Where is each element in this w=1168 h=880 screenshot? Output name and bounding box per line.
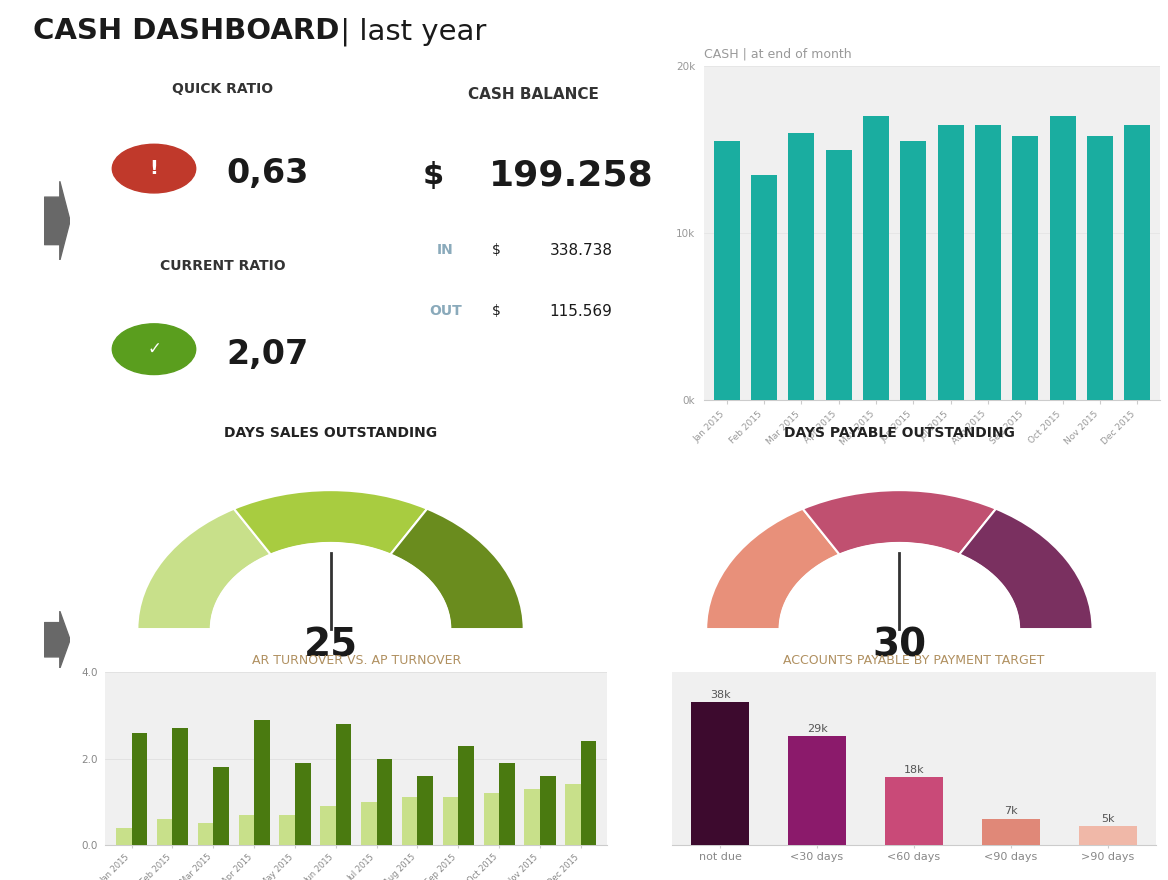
Text: !: ! [150,159,159,178]
Title: DAYS SALES OUTSTANDING: DAYS SALES OUTSTANDING [224,426,437,440]
Text: CURRENT RATIO: CURRENT RATIO [160,259,285,273]
Bar [524,788,540,845]
Text: 199.258: 199.258 [489,158,654,193]
Circle shape [112,144,196,193]
Text: W
O
R
K
I
N
G
 
C
A
P
I
T
A
L: W O R K I N G C A P I T A L [16,158,28,326]
Bar [116,827,132,845]
Text: $: $ [492,304,500,318]
Bar [296,763,311,845]
Text: 2,07: 2,07 [227,338,308,371]
Bar [691,702,749,845]
Bar [376,759,392,845]
Text: 7k: 7k [1004,806,1017,817]
Bar [214,767,229,845]
Wedge shape [390,509,523,629]
Bar [320,806,336,845]
Text: 18k: 18k [904,765,924,775]
Bar [751,174,777,400]
Bar [197,824,214,845]
Bar [1013,136,1038,400]
Text: 30: 30 [872,627,926,664]
Bar [1087,136,1113,400]
Wedge shape [707,509,840,629]
Bar [1079,826,1136,845]
Bar [255,720,270,845]
Polygon shape [44,181,70,260]
Bar [132,733,147,845]
Bar [975,124,1001,400]
Text: 5k: 5k [1101,814,1114,824]
Bar [458,745,474,845]
Text: C
A
S
H
 
C
O
N
V
E
R
S
I
O
N: C A S H C O N V E R S I O N [18,563,27,730]
Bar [938,124,964,400]
Text: OUT: OUT [429,304,461,318]
Bar [714,141,739,400]
Polygon shape [44,611,70,669]
Text: CASH DASHBOARD: CASH DASHBOARD [33,18,339,46]
Bar [361,802,376,845]
Bar [901,141,926,400]
Wedge shape [234,490,427,554]
Title: DAYS PAYABLE OUTSTANDING: DAYS PAYABLE OUTSTANDING [784,426,1015,440]
Bar [336,724,352,845]
Text: 338.738: 338.738 [550,243,612,258]
Text: $: $ [423,161,444,190]
Bar [788,736,846,845]
Wedge shape [802,490,996,554]
Bar [238,815,255,845]
Wedge shape [138,509,271,629]
Bar [540,776,556,845]
Wedge shape [959,509,1092,629]
Bar [484,793,499,845]
Bar [565,784,580,845]
Bar [499,763,515,845]
Text: 0,63: 0,63 [225,158,308,190]
Text: QUICK RATIO: QUICK RATIO [172,82,273,96]
Text: | last year: | last year [331,18,486,46]
Bar [1050,116,1076,400]
Bar [982,818,1040,845]
Bar [417,776,433,845]
Bar [788,133,814,400]
Bar [1125,124,1150,400]
Text: ✓: ✓ [147,341,161,358]
Bar [826,150,851,400]
Bar [885,777,943,845]
Text: 29k: 29k [807,724,827,734]
Circle shape [210,543,451,715]
Bar [173,729,188,845]
Text: CASH BALANCE: CASH BALANCE [468,86,599,101]
Text: CASH | at end of month: CASH | at end of month [704,48,851,61]
Text: 38k: 38k [710,690,730,700]
Text: $: $ [492,244,500,258]
Circle shape [779,543,1020,715]
Bar [443,797,458,845]
Circle shape [112,324,196,375]
Bar [580,741,597,845]
Bar [157,819,173,845]
Bar [279,815,296,845]
Text: IN: IN [437,244,454,258]
Title: ACCOUNTS PAYABLE BY PAYMENT TARGET: ACCOUNTS PAYABLE BY PAYMENT TARGET [784,654,1044,667]
Bar [402,797,417,845]
Text: 115.569: 115.569 [550,304,612,319]
Text: 25: 25 [304,627,357,664]
Title: AR TURNOVER VS. AP TURNOVER: AR TURNOVER VS. AP TURNOVER [251,654,461,667]
Bar [863,116,889,400]
